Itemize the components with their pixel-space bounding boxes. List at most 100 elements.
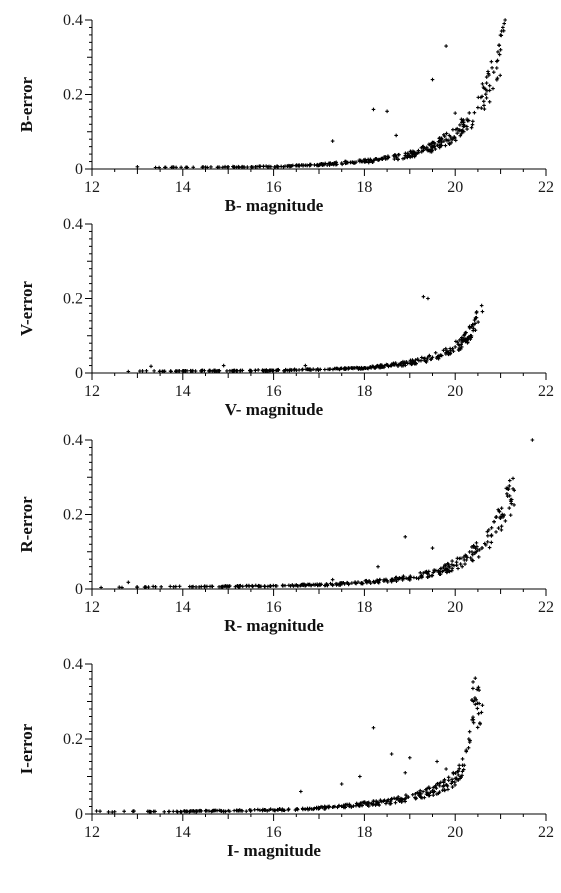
data-point xyxy=(428,149,432,154)
data-point xyxy=(499,524,504,528)
data-point xyxy=(512,503,516,507)
data-point xyxy=(461,129,466,134)
data-point xyxy=(364,578,369,583)
data-point xyxy=(491,70,496,74)
data-point xyxy=(480,703,485,708)
x-tick-label: 22 xyxy=(538,383,554,400)
data-point xyxy=(334,160,339,165)
data-point xyxy=(325,163,330,167)
data-point xyxy=(421,294,426,299)
data-point xyxy=(467,729,472,734)
x-axis-title: V- magnitude xyxy=(225,400,324,419)
data-point xyxy=(397,798,401,802)
data-point xyxy=(371,364,376,369)
x-tick-label: 12 xyxy=(84,179,100,196)
data-point xyxy=(171,809,176,814)
data-point xyxy=(444,44,448,48)
data-point xyxy=(330,805,335,810)
data-point xyxy=(484,96,489,100)
data-point xyxy=(458,123,462,127)
data-point xyxy=(460,769,465,774)
data-point xyxy=(308,162,313,167)
data-point xyxy=(188,809,193,813)
data-point xyxy=(126,369,131,374)
data-point xyxy=(393,800,398,805)
data-point xyxy=(478,721,482,725)
data-point xyxy=(499,506,504,511)
data-point xyxy=(451,771,456,776)
data-point xyxy=(208,584,212,589)
data-point xyxy=(339,782,344,786)
data-point xyxy=(476,555,481,559)
x-tick-label: 18 xyxy=(356,383,372,400)
data-point xyxy=(468,333,473,338)
data-point xyxy=(443,788,447,793)
data-point xyxy=(258,584,262,589)
data-point xyxy=(480,82,485,86)
data-point xyxy=(253,368,258,373)
data-point xyxy=(486,69,490,74)
data-point xyxy=(159,584,163,589)
data-point xyxy=(481,99,486,104)
data-point xyxy=(341,805,346,810)
data-point xyxy=(434,786,439,790)
y-tick-label: 0.2 xyxy=(63,291,83,308)
data-point xyxy=(501,29,506,33)
data-point xyxy=(235,583,240,588)
y-tick-label: 0 xyxy=(75,365,83,382)
data-point xyxy=(408,755,412,760)
data-point xyxy=(476,711,481,716)
data-point xyxy=(268,807,273,812)
data-point xyxy=(297,368,301,372)
data-point xyxy=(502,21,507,26)
data-point xyxy=(323,806,328,811)
data-point xyxy=(446,787,450,792)
data-point xyxy=(454,563,459,567)
data-point xyxy=(467,111,472,115)
data-point xyxy=(448,135,453,139)
data-point xyxy=(443,563,447,567)
data-point xyxy=(235,368,240,373)
data-point xyxy=(444,350,448,355)
data-point xyxy=(439,143,444,148)
data-point xyxy=(457,348,461,352)
data-point xyxy=(262,584,267,588)
data-point xyxy=(391,361,396,366)
data-point xyxy=(401,574,406,578)
data-point xyxy=(223,164,227,169)
data-point xyxy=(177,369,181,373)
data-point xyxy=(202,584,207,589)
x-tick-label: 20 xyxy=(447,179,463,196)
data-point xyxy=(437,790,442,794)
data-point xyxy=(462,333,466,338)
data-point xyxy=(153,165,158,170)
data-point xyxy=(412,575,416,580)
data-point xyxy=(426,148,430,153)
data-point xyxy=(450,566,455,571)
data-point xyxy=(388,802,392,806)
data-point xyxy=(168,584,173,589)
data-point xyxy=(268,368,273,373)
data-point xyxy=(303,363,308,368)
data-point xyxy=(473,702,478,707)
data-point xyxy=(447,569,452,574)
data-point xyxy=(190,584,194,589)
data-point xyxy=(449,781,454,786)
data-point xyxy=(418,570,423,575)
data-point xyxy=(461,767,466,772)
data-point xyxy=(509,501,514,506)
data-point xyxy=(450,559,454,563)
data-point xyxy=(429,573,434,578)
data-point xyxy=(348,803,353,808)
data-point xyxy=(307,807,312,811)
data-point xyxy=(441,565,446,569)
data-point xyxy=(484,81,489,85)
data-point xyxy=(396,364,400,368)
data-point xyxy=(507,494,512,498)
data-point xyxy=(456,773,461,777)
data-point xyxy=(444,767,448,771)
data-point xyxy=(496,50,500,54)
data-point xyxy=(309,583,314,588)
data-point xyxy=(304,583,308,588)
